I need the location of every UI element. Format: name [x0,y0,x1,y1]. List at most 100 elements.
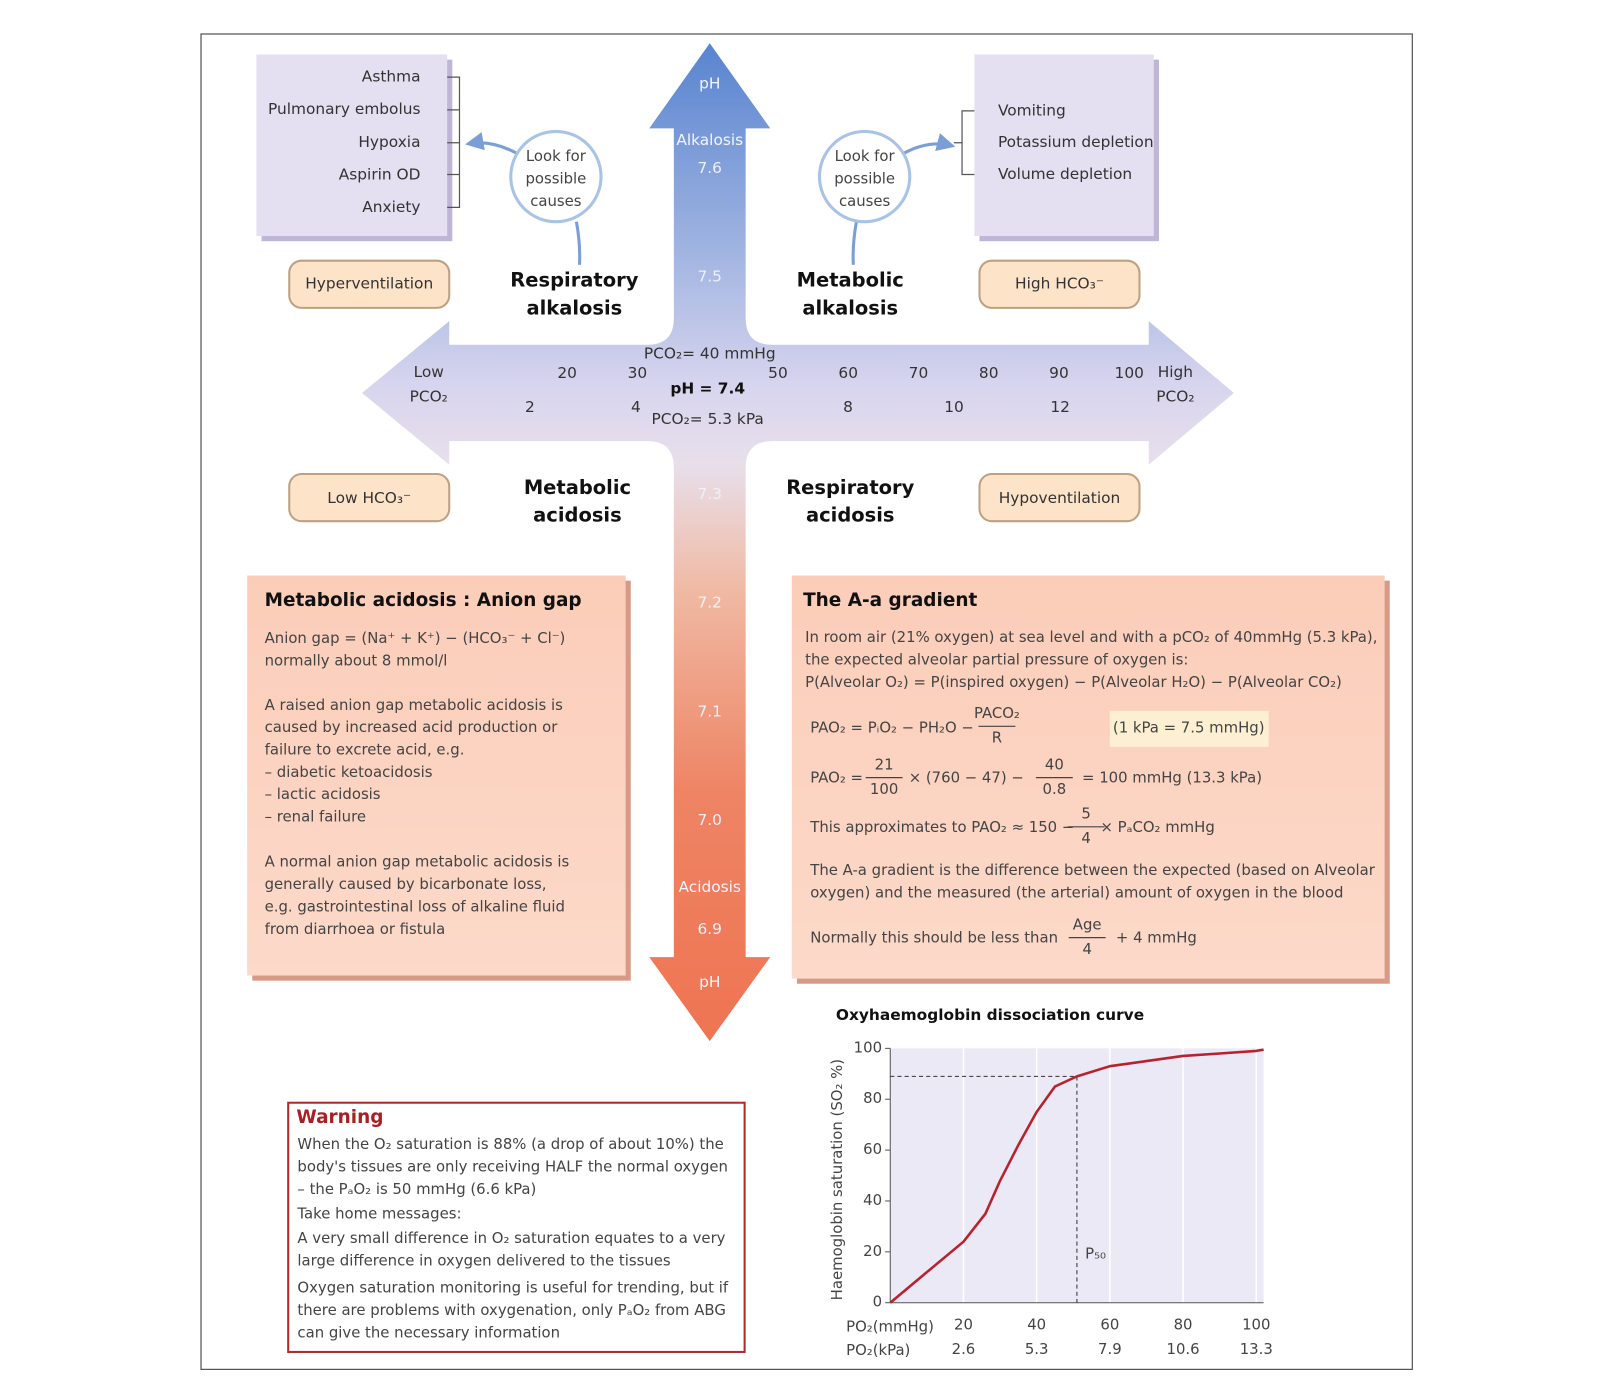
x-tick-label: 60 [1100,1315,1119,1333]
warning-text: can give the necessary information [297,1323,560,1341]
warning-text: there are problems with oxygenation, onl… [297,1301,725,1319]
x-tick-label: 40 [1027,1315,1046,1333]
chart-title: Oxyhaemoglobin dissociation curve [836,1006,1144,1024]
bracket [447,76,461,208]
ph-tick-label: 7.3 [698,485,722,503]
x-tick-label: 100 [1242,1315,1270,1333]
warning-box [287,1101,746,1353]
formula: × (760 − 47) − [909,769,1024,787]
mmhg-tick-label: 30 [628,364,648,382]
formula: PAO₂ = [810,769,863,787]
fraction-denominator: R [992,729,1002,747]
anion-gap-box [247,575,626,976]
reference-label: P₅₀ [1085,1245,1106,1263]
mmhg-tick-label: 60 [838,364,858,382]
kpa-tick-label: 4 [631,398,641,416]
pco2-mmhg-center: PCO₂= 40 mmHg [644,345,776,363]
look-for-circle [817,129,912,224]
box-text: e.g. gastrointestinal loss of alkaline f… [265,897,565,915]
note-box [1109,710,1269,747]
cause-pill [288,472,451,523]
quadrant-label: acidosis [533,504,622,527]
box-text: Anion gap = (Na⁺ + K⁺) − (HCO₃⁻ + Cl⁻) [265,629,566,647]
box-text: P(Alveolar O₂) = P(inspired oxygen) − P(… [805,673,1342,691]
cause-label: Hyperventilation [305,275,433,293]
cause-pill [978,259,1141,309]
cause-pill [978,472,1141,523]
cause-label: High HCO₃⁻ [1015,275,1104,293]
cause-label: Hypoventilation [999,489,1121,507]
box-text: from diarrhoea or fistula [265,920,446,938]
connector [851,221,858,265]
box-text: failure to excrete acid, e.g. [265,741,465,759]
causes-box [256,54,448,237]
ph-tick-label: 6.9 [698,920,722,938]
x2-tick-label: 10.6 [1167,1340,1200,1358]
look-for-text: possible [525,170,586,188]
y-tick-label: 80 [863,1089,882,1107]
fraction-denominator: 4 [1081,829,1090,847]
cause-item: Volume depletion [998,165,1132,183]
arrow [465,132,519,156]
ph-label: pH [699,75,720,93]
warning-text: A very small difference in O₂ saturation… [297,1229,725,1247]
x2-tick-label: 2.6 [952,1340,976,1358]
quadrant-label: alkalosis [802,296,898,319]
fraction-numerator: 21 [875,755,894,773]
arrow [901,133,956,156]
warning-title: Warning [296,1107,383,1128]
ph-label: pH [699,973,720,991]
mmhg-tick-label: 70 [909,364,929,382]
formula: Normally this should be less than [810,929,1058,947]
cause-item: Pulmonary embolus [268,100,421,118]
quadrant-label: alkalosis [526,296,622,319]
quadrant-label: Respiratory [510,269,638,292]
formula: + 4 mmHg [1116,929,1197,947]
curve [889,1048,1264,1304]
y-tick-label: 0 [873,1293,882,1311]
warning-text: When the O₂ saturation is 88% (a drop of… [297,1135,723,1153]
mmhg-tick-label: 90 [1049,364,1069,382]
x2-tick-label: 7.9 [1098,1340,1122,1358]
y-tick-label: 100 [854,1038,882,1056]
note: (1 kPa = 7.5 mmHg) [1113,718,1265,736]
box-title: The A-a gradient [803,590,977,611]
warning-text: Oxygen saturation monitoring is useful f… [297,1278,728,1296]
box-text: – lactic acidosis [265,785,381,803]
acidosis-label: Acidosis [679,878,741,896]
kpa-tick-label: 2 [525,398,535,416]
box-text: normally about 8 mmol/l [265,651,448,669]
y-axis-label: Haemoglobin saturation (SO₂ %) [828,1059,846,1300]
look-for-text: causes [839,192,891,210]
box-text: the expected alveolar partial pressure o… [805,651,1188,669]
box-text: oxygen) and the measured (the arterial) … [810,883,1343,901]
ph-tick-label: 7.2 [698,594,722,612]
causes-box [974,54,1154,237]
fraction-numerator: PACO₂ [974,704,1020,722]
high-pco2-label: High [1158,363,1193,381]
kpa-tick-label: 10 [944,398,964,416]
cause-label: Low HCO₃⁻ [327,489,411,507]
cause-item: Aspirin OD [339,165,421,183]
ph-tick-label: 7.5 [698,268,722,286]
box-title: Metabolic acidosis : Anion gap [265,590,582,611]
warning-text: large difference in oxygen delivered to … [297,1252,670,1270]
fraction-denominator: 0.8 [1043,780,1067,798]
fraction-denominator: 4 [1082,940,1091,958]
formula: This approximates to PAO₂ ≈ 150 − [809,818,1074,836]
quadrant-label: Metabolic [797,269,904,292]
box-text: A raised anion gap metabolic acidosis is [265,696,563,714]
y-tick-label: 60 [863,1140,882,1158]
connector [574,221,582,265]
kpa-tick-label: 12 [1050,398,1070,416]
x-tick-label: 20 [954,1315,973,1333]
pco2-kpa-center: PCO₂= 5.3 kPa [652,410,764,428]
cause-item: Hypoxia [358,133,420,151]
warning-text: – the PₐO₂ is 50 mmHg (6.6 kPa) [297,1180,536,1198]
fraction-denominator: 100 [870,780,898,798]
box-text: – diabetic ketoacidosis [265,763,433,781]
x2-tick-label: 5.3 [1025,1340,1049,1358]
ph-tick-label: 7.0 [698,811,722,829]
kpa-tick-label: 8 [843,398,853,416]
